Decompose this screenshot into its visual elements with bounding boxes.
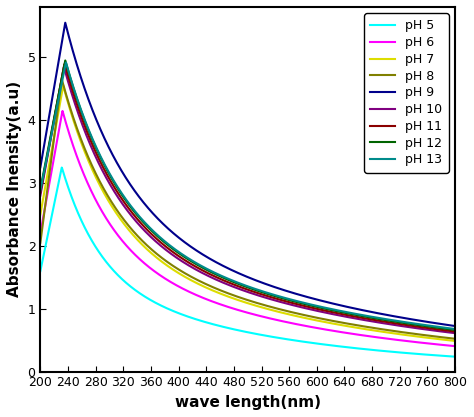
Line: pH 13: pH 13 (40, 63, 455, 329)
X-axis label: wave length(nm): wave length(nm) (175, 395, 321, 410)
pH 7 (239, 299, 245, 304)
pH 5 (364, 347, 370, 352)
pH 11 (452, 329, 458, 334)
Line: pH 11: pH 11 (40, 64, 455, 332)
pH 12 (37, 187, 43, 192)
pH 8 (37, 240, 43, 245)
pH 9 (37, 165, 43, 170)
pH 10 (59, 77, 64, 82)
pH 11 (364, 316, 370, 321)
pH 11 (239, 285, 245, 290)
pH 8 (59, 77, 64, 82)
pH 11 (37, 190, 43, 195)
pH 5 (228, 326, 234, 331)
pH 7 (452, 339, 458, 344)
pH 10 (61, 65, 67, 70)
Line: pH 8: pH 8 (40, 80, 455, 339)
pH 10 (228, 284, 234, 289)
pH 10 (37, 193, 43, 198)
pH 5 (59, 165, 64, 170)
pH 8 (228, 292, 234, 297)
pH 8 (440, 335, 446, 340)
pH 12 (63, 58, 68, 63)
pH 10 (452, 331, 458, 336)
Line: pH 6: pH 6 (40, 111, 455, 346)
pH 13 (59, 82, 64, 87)
pH 13 (452, 327, 458, 332)
pH 6 (364, 334, 370, 339)
pH 13 (228, 278, 234, 283)
pH 10 (440, 329, 446, 334)
pH 7 (59, 92, 64, 97)
pH 13 (440, 325, 446, 330)
pH 12 (452, 327, 458, 332)
pH 11 (59, 77, 64, 82)
Line: pH 5: pH 5 (40, 168, 455, 357)
pH 6 (60, 108, 65, 113)
Y-axis label: Absorbance Inensity(a.u): Absorbance Inensity(a.u) (7, 81, 22, 297)
pH 5 (37, 269, 43, 274)
Line: pH 12: pH 12 (40, 60, 455, 330)
pH 6 (228, 305, 234, 310)
pH 8 (452, 336, 458, 341)
pH 13 (440, 325, 446, 330)
pH 7 (228, 295, 234, 300)
pH 13 (239, 282, 245, 287)
pH 6 (239, 309, 245, 314)
pH 9 (440, 322, 446, 327)
pH 6 (59, 113, 64, 118)
pH 8 (440, 335, 446, 340)
pH 12 (59, 77, 64, 82)
pH 12 (239, 283, 245, 288)
pH 7 (37, 212, 43, 217)
pH 6 (37, 231, 43, 236)
pH 7 (440, 337, 446, 342)
pH 13 (364, 314, 370, 319)
pH 8 (364, 324, 370, 329)
pH 11 (440, 328, 446, 333)
pH 6 (440, 342, 446, 347)
pH 5 (59, 166, 64, 171)
pH 10 (364, 318, 370, 323)
pH 9 (59, 42, 64, 47)
pH 6 (452, 344, 458, 349)
pH 5 (440, 353, 446, 358)
pH 13 (63, 60, 69, 65)
pH 5 (239, 329, 245, 334)
pH 9 (228, 267, 234, 272)
Line: pH 9: pH 9 (40, 23, 455, 326)
pH 9 (364, 309, 370, 314)
pH 6 (440, 342, 446, 347)
pH 9 (440, 322, 446, 327)
pH 12 (440, 326, 446, 331)
Legend: pH 5, pH 6, pH 7, pH 8, pH 9, pH 10, pH 11, pH 12, pH 13: pH 5, pH 6, pH 7, pH 8, pH 9, pH 10, pH … (364, 13, 449, 173)
pH 13 (37, 188, 43, 193)
Line: pH 7: pH 7 (40, 85, 455, 341)
pH 5 (452, 354, 458, 359)
pH 7 (440, 337, 446, 342)
pH 12 (228, 279, 234, 284)
pH 10 (440, 329, 446, 334)
pH 11 (62, 61, 67, 66)
Line: pH 10: pH 10 (40, 67, 455, 333)
pH 11 (228, 281, 234, 286)
pH 12 (440, 326, 446, 331)
pH 5 (440, 353, 446, 358)
pH 8 (239, 296, 245, 301)
pH 7 (364, 327, 370, 332)
pH 12 (364, 314, 370, 319)
pH 7 (60, 83, 66, 88)
pH 10 (239, 288, 245, 293)
pH 9 (239, 272, 245, 277)
pH 11 (440, 328, 446, 333)
pH 9 (452, 324, 458, 329)
pH 8 (59, 79, 64, 84)
pH 9 (63, 20, 68, 25)
